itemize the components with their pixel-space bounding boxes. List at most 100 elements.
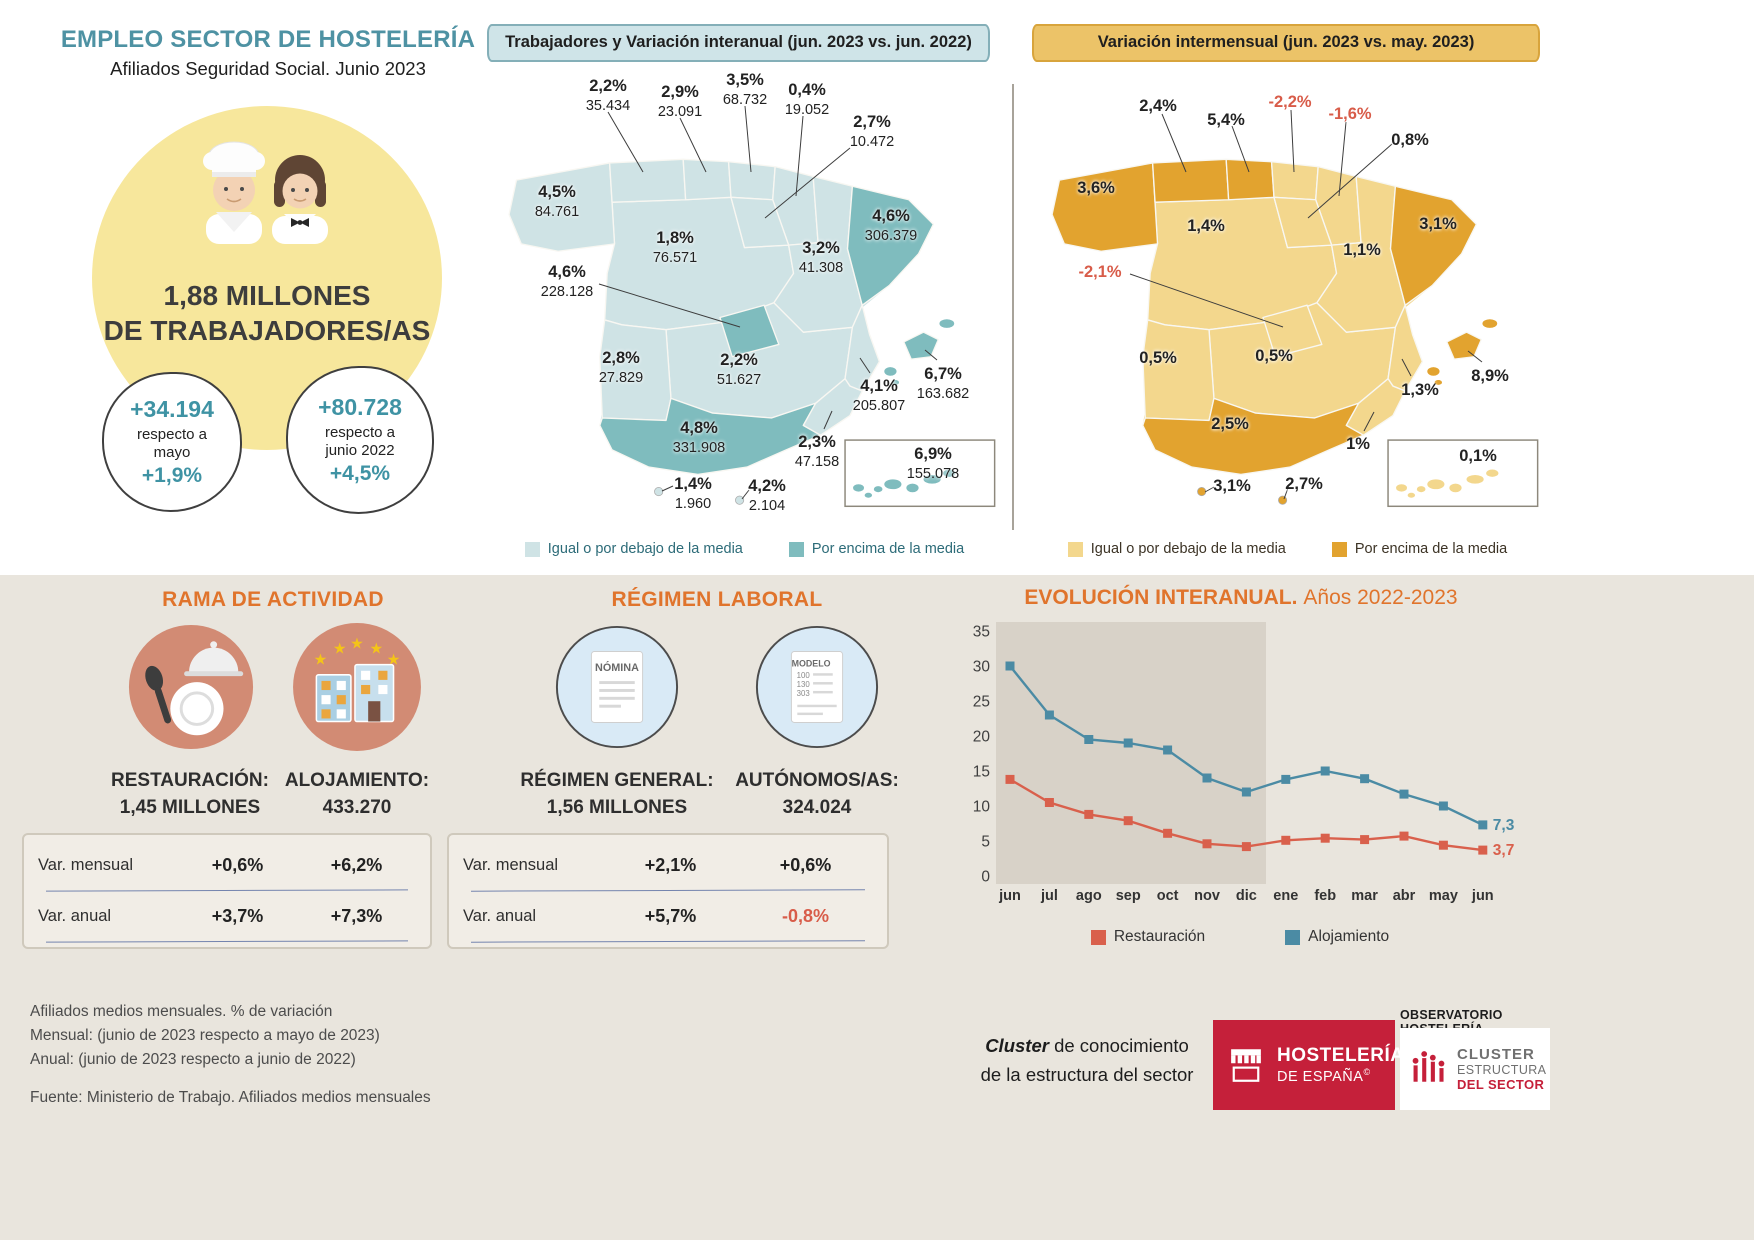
yearly-change-value: +80.728 — [318, 394, 402, 421]
tagline-line1: Cluster de conocimiento — [968, 1032, 1206, 1061]
map-intermensual-title: Variación intermensual (jun. 2023 vs. ma… — [1032, 24, 1540, 62]
waitress-icon — [272, 155, 328, 244]
map-label-paisvasco: 3,5% 68.732 — [723, 70, 767, 109]
source-note: Fuente: Ministerio de Trabajo. Afiliados… — [30, 1089, 431, 1106]
region-paisvasco — [727, 161, 776, 201]
logo-line2-text: DE ESPAÑA — [1277, 1068, 1364, 1085]
autonomos-annual: -0,8% — [781, 905, 830, 926]
modelo-number: 130 — [797, 680, 811, 689]
svg-text:nov: nov — [1194, 888, 1220, 904]
region-pct: 3,1% — [1419, 215, 1457, 233]
map-interanual-legend: Igual o por debajo de la media Por encim… — [487, 541, 1002, 557]
map-label-murcia: 1% — [1346, 434, 1370, 455]
hotel-icon: ★ ★ ★ ★ ★ — [293, 623, 421, 751]
hosteleria-logo-icon — [1231, 1049, 1261, 1082]
region-pct: 1,4% — [674, 475, 712, 493]
svg-text:15: 15 — [973, 764, 990, 781]
row-label: Var. anual — [463, 906, 537, 925]
region-pct: 0,1% — [1459, 447, 1497, 465]
autonomos-value: 324.024 — [782, 796, 852, 818]
map-label-cataluna: 3,1% — [1419, 214, 1457, 235]
region-murcia — [1345, 378, 1406, 436]
legend-label: Restauración — [1113, 928, 1206, 945]
alojamiento-annual: +7,3% — [330, 905, 383, 926]
payroll-label: NÓMINA — [595, 661, 639, 674]
row-label: Var. anual — [38, 906, 112, 925]
restauracion-caption: RESTAURACIÓN: 1,45 MILLONES — [90, 768, 290, 821]
chef-icon — [203, 141, 265, 244]
region-count: 41.308 — [798, 259, 844, 276]
total-line2: DE TRABAJADORES/AS — [103, 315, 431, 346]
region-pct: 2,3% — [798, 433, 836, 451]
tax-forms-icon: MODELO 100 130 303 — [755, 625, 879, 749]
map-label-melilla: 2,7% — [1285, 474, 1323, 495]
table-row: Var. anual +5,7% -0,8% — [463, 891, 873, 941]
region-galicia — [1051, 162, 1159, 252]
series-restauración: 3,7 — [1005, 774, 1514, 859]
map-label-baleares: 6,7% 163.682 — [917, 364, 969, 403]
restaurant-icon — [128, 624, 254, 750]
map-label-valencia: 4,1% 205.807 — [853, 376, 905, 415]
region-pct: 5,4% — [1207, 111, 1245, 129]
legend-item-above: Por encima de la media — [788, 541, 964, 557]
svg-text:5: 5 — [981, 834, 990, 851]
legend-swatch-restauracion — [1090, 929, 1106, 945]
modelo-number: 100 — [797, 671, 811, 680]
logo-line1: HOSTELERÍA — [1277, 1045, 1405, 1067]
evolution-title: EVOLUCIÓN INTERANUAL. Años 2022-2023 — [958, 586, 1524, 610]
map-label-canarias: 6,9% 155.078 — [907, 444, 959, 483]
svg-text:sep: sep — [1116, 888, 1141, 904]
region-pct: 2,2% — [720, 351, 758, 369]
svg-text:jul: jul — [1040, 888, 1058, 904]
footnote-line: Afiliados medios mensuales. % de variaci… — [30, 1003, 333, 1020]
map-label-aragon: 3,2% 41.308 — [799, 238, 843, 277]
region-murcia — [802, 378, 863, 436]
restauracion-annual: +3,7% — [211, 905, 264, 926]
label-line: respecto a — [136, 426, 208, 444]
region-count: 76.571 — [652, 249, 698, 266]
region-canarias — [943, 469, 956, 477]
region-count: 35.434 — [585, 97, 631, 114]
tagline-rest: de conocimiento — [1048, 1035, 1189, 1056]
legend-item-alojamiento: Alojamiento — [1285, 928, 1389, 946]
regimen-general-caption: RÉGIMEN GENERAL: 1,56 MILLONES — [510, 768, 724, 821]
evolution-title-years: Años 2022-2023 — [1303, 586, 1458, 609]
cluster-tagline: Cluster de conocimiento de la estructura… — [968, 1032, 1206, 1089]
region-pct: -1,6% — [1328, 105, 1372, 123]
legend-label: Por encima de la media — [1354, 541, 1508, 557]
chef-waitress-icon — [203, 141, 328, 244]
legend-item-above: Por encima de la media — [1331, 541, 1508, 557]
alojamiento-label: ALOJAMIENTO: — [284, 770, 430, 791]
map-label-cataluna: 4,6% 306.379 — [865, 206, 917, 245]
region-pct: 0,5% — [1255, 347, 1293, 365]
region-pct: 2,5% — [1211, 415, 1249, 433]
map-label-andalucia: 4,8% 331.908 — [673, 418, 725, 457]
legend-swatch-below — [524, 541, 540, 557]
region-count: 1.960 — [674, 495, 712, 512]
hosteleria-espana-logo: HOSTELERÍA DE ESPAÑA© — [1213, 1020, 1404, 1110]
legend-item-below: Igual o por debajo de la media — [524, 541, 743, 557]
region-canarias — [1416, 486, 1426, 493]
svg-text:★: ★ — [314, 651, 328, 669]
tagline-line2: de la estructura del sector — [980, 1063, 1194, 1085]
regimen-table: Var. mensual +2,1% +0,6% Var. anual +5,7… — [447, 833, 889, 949]
map-label-ceuta: 3,1% — [1213, 476, 1251, 497]
map-label-navarra: -1,6% — [1328, 104, 1371, 125]
region-pct: 2,4% — [1139, 97, 1177, 115]
region-canarias — [1449, 483, 1462, 493]
evolution-chart: 0 5 10 15 20 25 30 35 jun jul ago sep oct nov dic ene fe… — [973, 622, 1515, 904]
region-count: 51.627 — [716, 371, 762, 388]
region-pct: 3,5% — [726, 71, 764, 89]
svg-text:35: 35 — [973, 624, 990, 641]
spoon-icon — [145, 665, 172, 724]
region-canarias — [864, 492, 873, 498]
legend-label: Alojamiento — [1308, 928, 1390, 945]
region-pct: -2,1% — [1078, 263, 1122, 281]
region-cataluna — [1389, 185, 1478, 306]
region-canarias — [853, 484, 865, 492]
region-count: 228.128 — [540, 283, 594, 300]
plate-icon — [170, 682, 224, 736]
region-pct: 0,8% — [1391, 131, 1429, 149]
monthly-change-value: +34.194 — [130, 396, 214, 423]
map-label-cantabria: 5,4% — [1207, 110, 1245, 131]
